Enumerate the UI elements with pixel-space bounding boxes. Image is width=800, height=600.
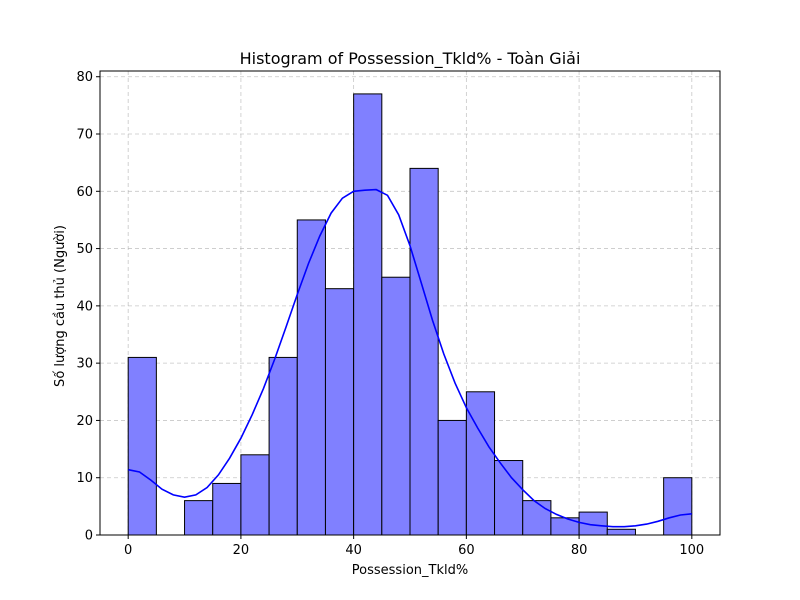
x-tick-label: 80	[571, 543, 588, 558]
histogram-bar	[353, 93, 383, 536]
histogram-bars	[127, 93, 693, 536]
y-tick-label: 80	[76, 70, 93, 85]
y-tick-label: 0	[85, 529, 93, 544]
y-tick-label: 50	[76, 242, 93, 257]
histogram-bar	[127, 356, 157, 536]
x-tick-label: 100	[679, 543, 704, 558]
y-tick-label: 70	[76, 128, 93, 143]
x-tick-label: 20	[233, 543, 250, 558]
histogram-bar	[381, 276, 411, 536]
plot-frame	[99, 70, 721, 536]
y-axis-label: Số lượng cầu thủ (Người)	[53, 225, 68, 387]
histogram-bar	[663, 477, 693, 536]
y-tick-label: 60	[76, 185, 93, 200]
histogram-bar	[465, 391, 496, 536]
y-tick-label: 30	[76, 357, 93, 372]
y-axis-ticks: 0 10 20 30 40 50 60 70 80	[76, 70, 100, 544]
histogram-bar	[409, 167, 439, 536]
x-axis-label: Possession_Tkld%	[352, 563, 468, 578]
x-tick-label: 40	[345, 543, 362, 558]
y-tick-label: 20	[76, 414, 93, 429]
y-tick-label: 40	[76, 299, 93, 314]
y-tick-label: 10	[76, 471, 93, 486]
x-tick-label: 0	[124, 543, 132, 558]
histogram-bar	[296, 219, 326, 536]
chart-title: Histogram of Possession_Tkld% - Toàn Giả…	[240, 49, 581, 69]
histogram-bar	[494, 460, 524, 536]
histogram-bar	[324, 288, 355, 536]
kde-curve	[128, 188, 692, 528]
histogram-bar	[184, 500, 214, 536]
histogram-bar	[240, 454, 270, 536]
histogram-bar	[437, 419, 467, 536]
histogram-bar	[212, 482, 242, 536]
histogram-bar	[268, 356, 298, 536]
x-tick-label: 60	[458, 543, 475, 558]
x-axis-ticks: 0 20 40 60 80 100	[124, 535, 704, 558]
histogram-bar	[606, 528, 636, 536]
histogram-bar	[522, 500, 552, 536]
